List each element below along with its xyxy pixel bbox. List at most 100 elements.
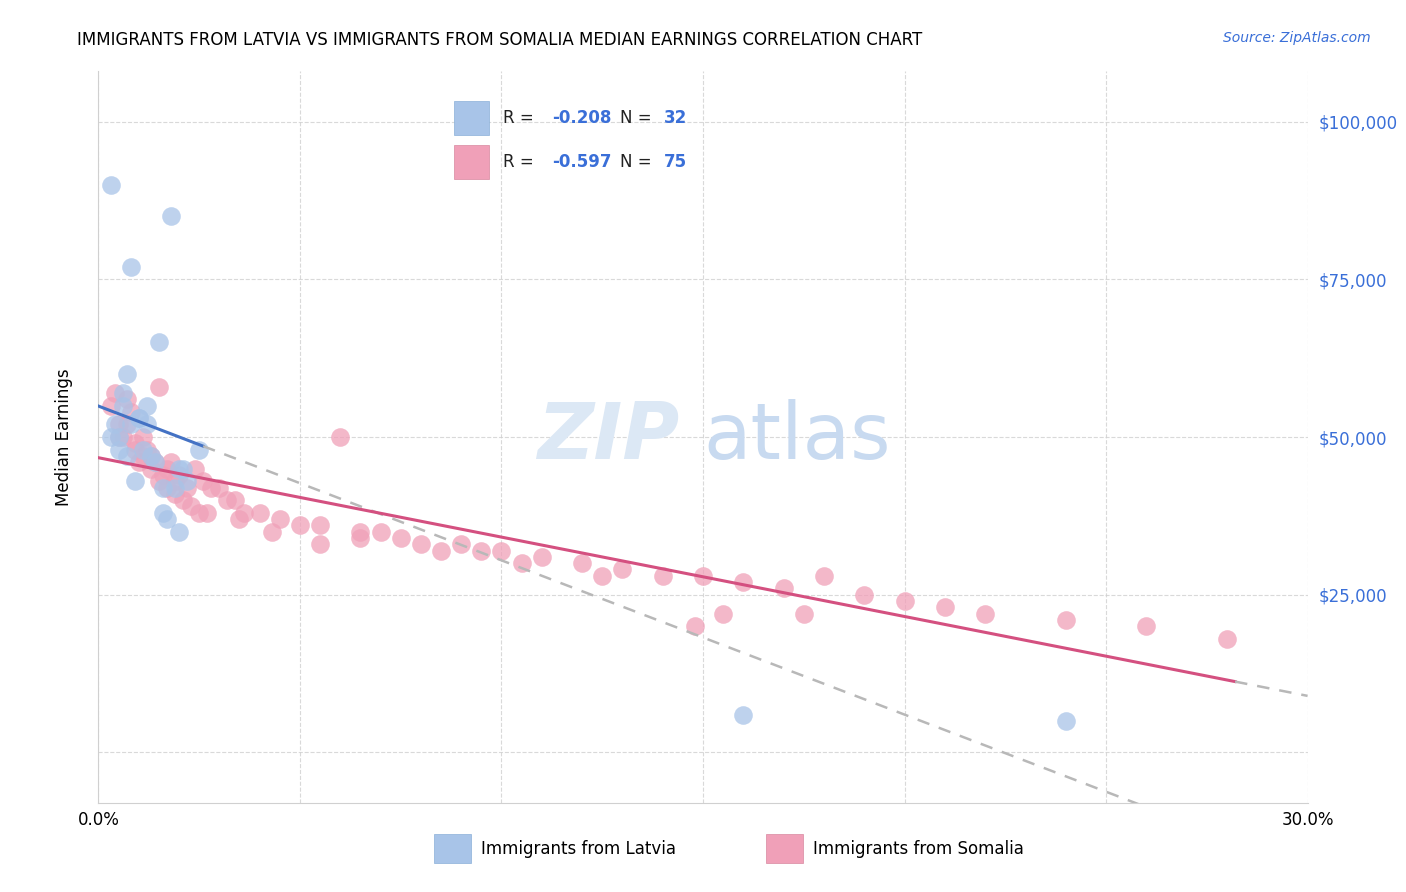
Point [111,430,134,444]
Point [571,556,593,570]
Point [309,537,332,551]
Point [612,562,634,576]
Point [530,549,553,564]
Point [156,461,179,475]
Point [793,607,815,621]
Point [143,455,166,469]
Point [329,430,352,444]
Point [260,524,283,539]
Point [167,461,190,475]
Point [450,537,472,551]
Point [172,493,194,508]
Point [103,417,125,432]
Point [120,260,142,274]
Point [510,556,533,570]
Point [470,543,492,558]
Point [160,455,183,469]
Point [200,481,222,495]
Point [733,575,755,590]
Point [148,474,170,488]
Point [228,512,250,526]
Point [184,461,207,475]
Point [269,512,291,526]
Point [176,474,198,488]
Point [139,449,162,463]
Point [409,537,432,551]
Point [163,474,186,488]
Point [195,506,218,520]
Point [813,569,835,583]
Point [115,392,138,407]
Point [349,524,371,539]
Point [651,569,673,583]
Point [349,531,371,545]
Point [100,430,122,444]
Point [128,411,150,425]
Point [120,405,142,419]
Point [974,607,997,621]
Point [135,399,157,413]
Point [143,455,166,469]
Point [115,417,138,432]
Point [309,518,332,533]
Point [167,467,190,482]
Point [591,569,613,583]
Point [370,524,392,539]
Point [156,481,179,495]
Point [188,442,211,457]
Point [132,430,155,444]
Point [934,600,956,615]
Point [111,399,134,413]
Text: atlas: atlas [703,399,890,475]
Point [115,367,138,381]
Point [288,518,311,533]
Point [107,430,129,444]
Point [135,417,157,432]
Point [1216,632,1239,646]
Point [156,512,179,526]
Point [139,449,162,463]
Text: IMMIGRANTS FROM LATVIA VS IMMIGRANTS FROM SOMALIA MEDIAN EARNINGS CORRELATION CH: IMMIGRANTS FROM LATVIA VS IMMIGRANTS FRO… [77,31,922,49]
Point [193,474,215,488]
Point [160,210,183,224]
Point [115,449,138,463]
Point [152,481,174,495]
Point [124,474,146,488]
Text: Source: ZipAtlas.com: Source: ZipAtlas.com [1223,31,1371,45]
Point [103,386,125,401]
Y-axis label: Median Earnings: Median Earnings [55,368,73,506]
Point [163,487,186,501]
Point [683,619,706,633]
Point [107,417,129,432]
Point [172,461,194,475]
Point [208,481,231,495]
Point [148,335,170,350]
Point [389,531,412,545]
Point [128,411,150,425]
Point [430,543,453,558]
Point [232,506,254,520]
Point [111,386,134,401]
Point [167,524,190,539]
Point [217,493,239,508]
Point [107,430,129,444]
Point [772,582,794,596]
Point [120,417,142,432]
Point [733,707,755,722]
Point [152,506,174,520]
Point [491,543,513,558]
Point [1054,613,1077,627]
Point [148,379,170,393]
Point [188,506,211,520]
Point [180,500,202,514]
Point [692,569,714,583]
Point [893,594,915,608]
Point [176,481,198,495]
Point [139,461,162,475]
Point [128,455,150,469]
Point [224,493,246,508]
Point [132,449,155,463]
Point [853,588,876,602]
Point [100,178,122,192]
Point [163,481,186,495]
